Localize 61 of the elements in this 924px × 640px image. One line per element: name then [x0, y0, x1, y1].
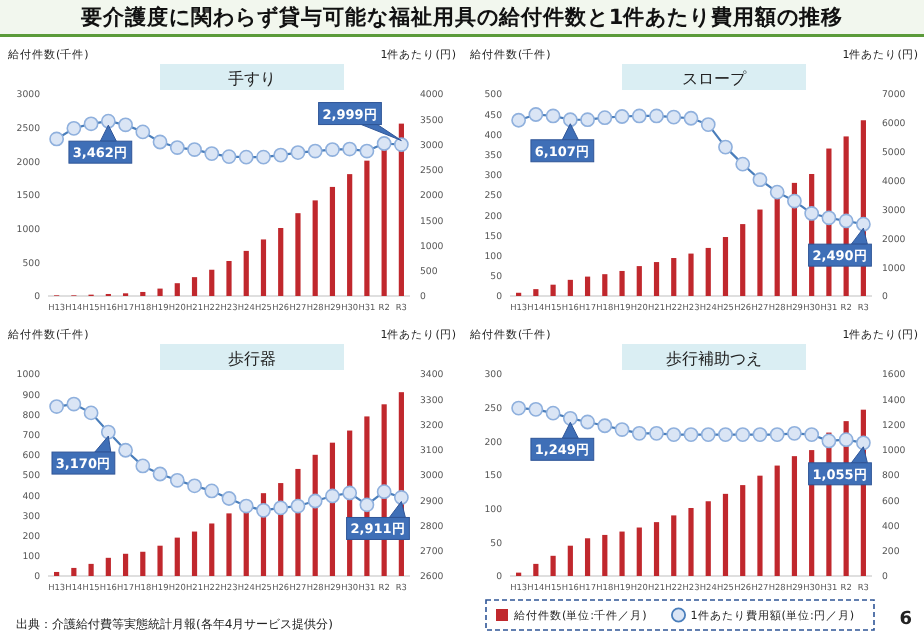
- chart-title: 手すり: [228, 70, 276, 88]
- chart-title: スロープ: [682, 70, 748, 88]
- bar: [584, 276, 591, 296]
- bar: [226, 260, 232, 296]
- bar: [209, 269, 215, 296]
- bar: [174, 537, 180, 576]
- bar: [381, 147, 387, 296]
- bar: [567, 279, 573, 296]
- bar: [688, 507, 694, 576]
- bar: [191, 531, 198, 576]
- bar: [584, 538, 591, 576]
- bar: [653, 262, 660, 296]
- bar: [722, 493, 729, 576]
- bar: [533, 563, 539, 576]
- bar: [312, 200, 318, 296]
- bar: [329, 186, 336, 296]
- bar: [157, 288, 163, 296]
- bar: [174, 283, 180, 296]
- text: 要介護度に関わらず貸与可能な福祉用具の給付件数と1件あたり費用額の推移: [78, 4, 844, 30]
- bar: [722, 237, 729, 296]
- bar: [122, 553, 129, 576]
- bar: [705, 247, 711, 296]
- bar: [619, 270, 625, 296]
- bar: [157, 545, 163, 576]
- bar: [757, 475, 763, 576]
- bar: [260, 239, 267, 296]
- bar: [705, 501, 711, 576]
- bar: [671, 515, 677, 576]
- bar: [567, 545, 573, 576]
- bar: [226, 513, 232, 576]
- bar: [653, 522, 660, 576]
- bar: [602, 534, 608, 576]
- bar: [740, 224, 746, 296]
- bar: [774, 195, 780, 296]
- bar: [550, 555, 556, 576]
- bar: [140, 551, 146, 576]
- bar: [278, 227, 284, 296]
- chart-title: 歩行器: [228, 350, 276, 368]
- bar: [619, 531, 625, 576]
- bar: [243, 250, 249, 296]
- bar: [191, 277, 198, 296]
- bar: [364, 160, 370, 296]
- bar: [347, 174, 353, 296]
- text: 6: [899, 610, 912, 630]
- chart-title: 歩行補助つえ: [666, 350, 762, 368]
- bar: [688, 253, 694, 296]
- bar: [71, 567, 77, 576]
- bar: [671, 258, 677, 296]
- bar: [636, 266, 642, 296]
- bar: [791, 456, 798, 576]
- bar: [105, 557, 111, 576]
- bar: [740, 485, 746, 576]
- bar: [88, 563, 94, 576]
- bar: [757, 209, 763, 296]
- bar: [295, 213, 301, 296]
- bar: [602, 274, 608, 296]
- bar: [636, 527, 642, 576]
- bar: [533, 289, 539, 296]
- bar: [550, 284, 556, 296]
- bar: [209, 523, 215, 576]
- bar: [774, 465, 780, 576]
